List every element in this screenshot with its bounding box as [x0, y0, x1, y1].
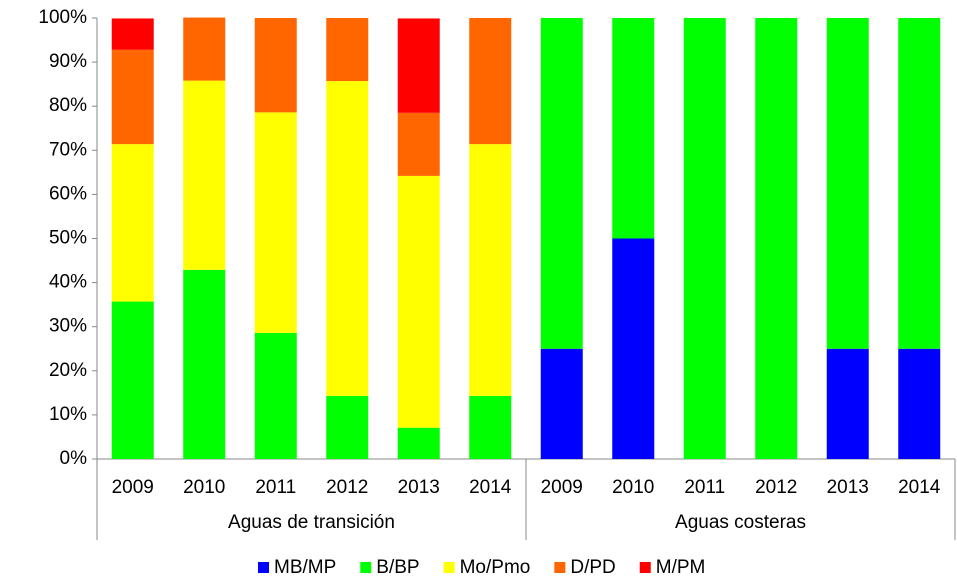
legend-label: MB/MP [274, 557, 336, 578]
group-label: Aguas de transición [228, 512, 395, 533]
bar-segment [111, 18, 154, 50]
x-tick-label: 2010 [612, 477, 654, 498]
bar-segment [326, 18, 369, 82]
bar-segment [326, 81, 369, 396]
x-tick-label: 2013 [398, 477, 440, 498]
legend-swatch [639, 562, 651, 573]
group-label: Aguas costeras [675, 512, 806, 533]
bar-segment [183, 80, 226, 270]
bar-segment [254, 332, 297, 459]
y-tick-label: 20% [49, 360, 87, 381]
bar-segment [397, 112, 440, 176]
x-tick-label: 2011 [255, 477, 296, 498]
legend-label: B/BP [376, 557, 419, 578]
x-tick-label: 2013 [827, 477, 869, 498]
y-tick-label: 40% [49, 272, 87, 293]
bar-segment [397, 175, 440, 428]
legend-label: M/PM [656, 557, 706, 578]
y-tick-label: 50% [49, 228, 87, 249]
x-tick-label: 2012 [755, 477, 797, 498]
bar-segment [540, 18, 583, 349]
bar-segment [183, 269, 226, 459]
y-tick-label: 80% [49, 95, 87, 116]
bar-segment [469, 144, 512, 396]
bar-segment [469, 395, 512, 459]
x-tick-label: 2014 [898, 477, 941, 498]
x-tick-label: 2009 [541, 477, 583, 498]
bar-segment [612, 18, 655, 239]
bar-segment [183, 17, 226, 81]
bar-segment [826, 18, 869, 349]
bar-segment [254, 18, 297, 113]
y-tick-label: 10% [49, 404, 87, 425]
bar-segment [326, 395, 369, 459]
bar-segment [826, 348, 869, 459]
legend-swatch [443, 562, 455, 573]
x-tick-label: 2012 [326, 477, 368, 498]
bar-segment [898, 18, 941, 349]
y-tick-label: 100% [38, 7, 87, 28]
bar-segment [111, 301, 154, 459]
legend-label: D/PD [570, 557, 615, 578]
x-tick-label: 2009 [112, 477, 154, 498]
bar-segment [612, 238, 655, 459]
y-tick-label: 90% [49, 51, 87, 72]
y-tick-label: 60% [49, 183, 87, 204]
y-tick-label: 0% [60, 448, 88, 469]
legend-swatch [258, 562, 269, 573]
bar-segment [755, 18, 798, 459]
bar-segment [898, 348, 941, 459]
bar-segment [540, 348, 583, 459]
bar-segment [469, 18, 512, 145]
x-tick-label: 2010 [183, 477, 225, 498]
legend-swatch [554, 562, 566, 573]
x-tick-label: 2014 [469, 477, 512, 498]
bar-segment [397, 427, 440, 459]
legend-label: Mo/Pmo [460, 557, 531, 578]
bar-segment [111, 49, 154, 145]
x-tick-label: 2011 [684, 477, 725, 498]
bar-segment [254, 112, 297, 333]
bar-segment [397, 18, 440, 113]
bar-segment [683, 18, 726, 459]
y-tick-label: 70% [49, 139, 87, 160]
legend-swatch [360, 562, 372, 573]
bar-segment [111, 144, 154, 302]
y-tick-label: 30% [49, 316, 87, 337]
